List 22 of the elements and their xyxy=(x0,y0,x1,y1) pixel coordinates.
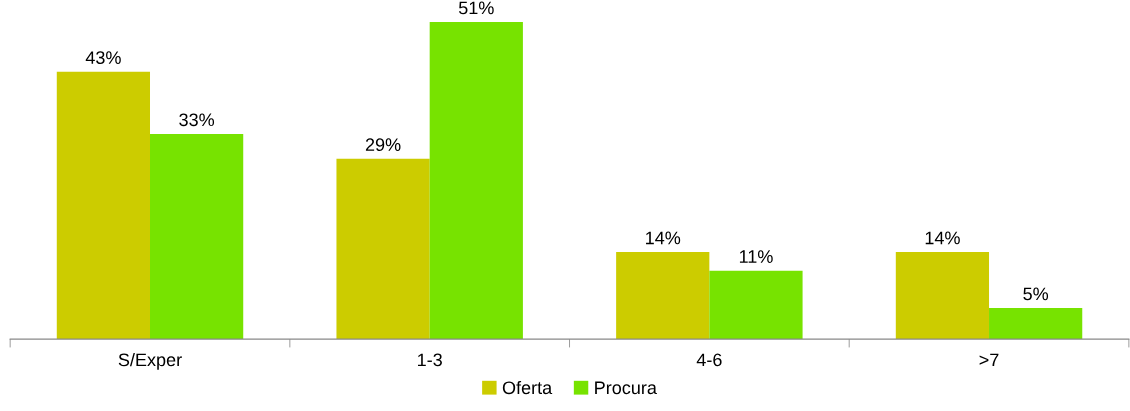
data-label: 43% xyxy=(85,51,121,65)
x-tick-label: S/Exper xyxy=(118,352,182,370)
bar xyxy=(429,22,523,340)
legend-label: Procura xyxy=(595,381,657,395)
data-label: 14% xyxy=(925,231,960,245)
bar xyxy=(895,252,990,340)
bar xyxy=(709,270,803,340)
bar xyxy=(150,133,244,340)
data-label: 11% xyxy=(739,250,773,263)
bar xyxy=(989,307,1083,340)
bar xyxy=(336,158,430,340)
data-label: 29% xyxy=(365,138,401,152)
x-tick-label: >7 xyxy=(979,353,999,367)
bar xyxy=(616,252,710,340)
x-tick-label: 1-3 xyxy=(418,353,442,367)
data-label: 5% xyxy=(1023,287,1049,301)
bar xyxy=(56,71,151,340)
data-label: 51% xyxy=(458,1,494,15)
data-label: 33% xyxy=(179,113,215,127)
legend-label: Oferta xyxy=(502,380,553,395)
x-tick-label: 4-6 xyxy=(696,353,722,367)
data-label: 14% xyxy=(646,231,681,245)
